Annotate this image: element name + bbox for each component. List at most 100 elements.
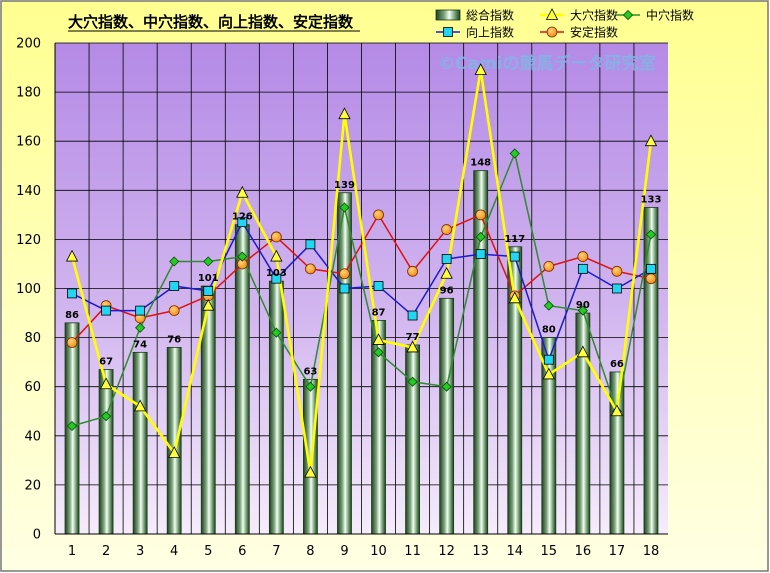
- point-向上指数: [646, 263, 656, 274]
- point-向上指数: [612, 283, 622, 294]
- y-tick-label: 0: [33, 528, 41, 543]
- point-向上指数: [237, 217, 248, 228]
- point-向上指数: [169, 281, 180, 291]
- point-向上指数: [135, 305, 146, 316]
- point-中穴指数: [645, 229, 657, 240]
- point-向上指数: [373, 281, 384, 291]
- bar-data-label: 74: [133, 339, 147, 350]
- point-中穴指数: [373, 347, 384, 358]
- point-安定指数: [407, 265, 418, 277]
- point-向上指数: [67, 288, 77, 299]
- point-大穴指数: [338, 107, 351, 120]
- point-向上指数: [305, 239, 316, 250]
- x-tick-label: 1: [68, 544, 76, 559]
- point-向上指数: [203, 286, 214, 296]
- point-大穴指数: [644, 134, 658, 147]
- y-tick-label: 140: [16, 184, 41, 199]
- point-安定指数: [645, 273, 657, 285]
- bar-data-label: 126: [232, 212, 253, 223]
- legend-label: 総合指数: [466, 8, 514, 23]
- point-大穴指数: [168, 446, 181, 458]
- x-tick-label: 13: [472, 544, 489, 559]
- y-tick-label: 20: [24, 478, 41, 493]
- y-tick-label: 40: [24, 429, 41, 444]
- x-tick-label: 15: [541, 544, 558, 559]
- bar-data-label: 117: [504, 234, 525, 245]
- bar-data-label: 133: [641, 194, 662, 205]
- chart-title: 大穴指数、中穴指数、向上指数、安定指数: [68, 13, 354, 31]
- point-向上指数: [509, 251, 520, 262]
- legend-marker: [546, 26, 558, 38]
- point-中穴指数: [203, 256, 214, 267]
- point-向上指数: [543, 354, 554, 365]
- x-tick-label: 17: [609, 544, 626, 559]
- point-安定指数: [475, 209, 487, 221]
- point-大穴指数: [474, 63, 487, 75]
- x-tick-label: 18: [643, 544, 660, 559]
- point-安定指数: [543, 261, 555, 272]
- bar-data-label: 76: [167, 334, 181, 345]
- legend-label: 安定指数: [570, 25, 618, 40]
- x-tick-label: 5: [204, 544, 212, 559]
- x-tick-label: 11: [404, 544, 421, 559]
- y-tick-label: 60: [24, 380, 41, 395]
- point-中穴指数: [339, 202, 350, 213]
- line-series: [65, 63, 658, 478]
- x-axis-ticks: 1 2 3 4 5 6 7 8 9 10 11 12 13 14 15 16 17 18: [68, 544, 659, 559]
- point-大穴指数: [202, 298, 215, 311]
- point-中穴指数: [101, 411, 112, 422]
- line-中穴指数: [71, 152, 652, 427]
- bar-data-label: 87: [372, 307, 386, 318]
- point-安定指数: [373, 209, 384, 221]
- point-大穴指数: [576, 345, 590, 358]
- point-大穴指数: [542, 367, 555, 380]
- point-大穴指数: [304, 465, 317, 478]
- point-中穴指数: [543, 300, 554, 311]
- point-安定指数: [270, 231, 282, 243]
- bar-data-label: 66: [610, 359, 624, 370]
- x-tick-label: 3: [136, 544, 144, 559]
- legend-label: 大穴指数: [570, 8, 618, 23]
- point-大穴指数: [65, 249, 79, 262]
- point-安定指数: [339, 268, 350, 280]
- point-中穴指数: [271, 327, 282, 338]
- x-tick-label: 16: [575, 544, 592, 559]
- point-向上指数: [271, 273, 282, 284]
- point-安定指数: [577, 251, 589, 262]
- gridlines: [55, 42, 668, 534]
- point-中穴指数: [577, 305, 588, 316]
- y-tick-label: 200: [16, 37, 41, 52]
- point-中穴指数: [305, 381, 316, 392]
- bar-data-label: 148: [470, 158, 491, 169]
- bar-総合指数: [541, 337, 557, 535]
- bar-data-label: 80: [542, 325, 556, 336]
- y-tick-label: 80: [24, 331, 41, 346]
- point-中穴指数: [135, 322, 146, 333]
- x-tick-label: 7: [272, 544, 280, 559]
- y-tick-label: 100: [16, 282, 41, 297]
- point-向上指数: [407, 310, 418, 321]
- point-大穴指数: [508, 291, 521, 304]
- bar-総合指数: [405, 344, 420, 535]
- point-中穴指数: [237, 251, 248, 262]
- bar-data-label: 67: [99, 357, 113, 368]
- legend-swatch: [435, 9, 461, 21]
- point-向上指数: [441, 254, 452, 264]
- x-tick-label: 12: [438, 544, 455, 559]
- bar-data-label: 103: [266, 268, 287, 279]
- line-向上指数: [71, 221, 652, 361]
- legend-label: 向上指数: [466, 25, 514, 40]
- bar-data-label: 90: [576, 300, 590, 311]
- point-向上指数: [577, 263, 588, 274]
- bar-総合指数: [439, 297, 455, 535]
- bar-総合指数: [234, 224, 250, 535]
- point-中穴指数: [475, 231, 486, 243]
- point-安定指数: [66, 337, 78, 348]
- legend-label: 中穴指数: [646, 8, 694, 23]
- point-安定指数: [305, 263, 316, 275]
- point-大穴指数: [610, 404, 624, 417]
- x-tick-label: 9: [340, 544, 348, 559]
- point-中穴指数: [66, 420, 78, 432]
